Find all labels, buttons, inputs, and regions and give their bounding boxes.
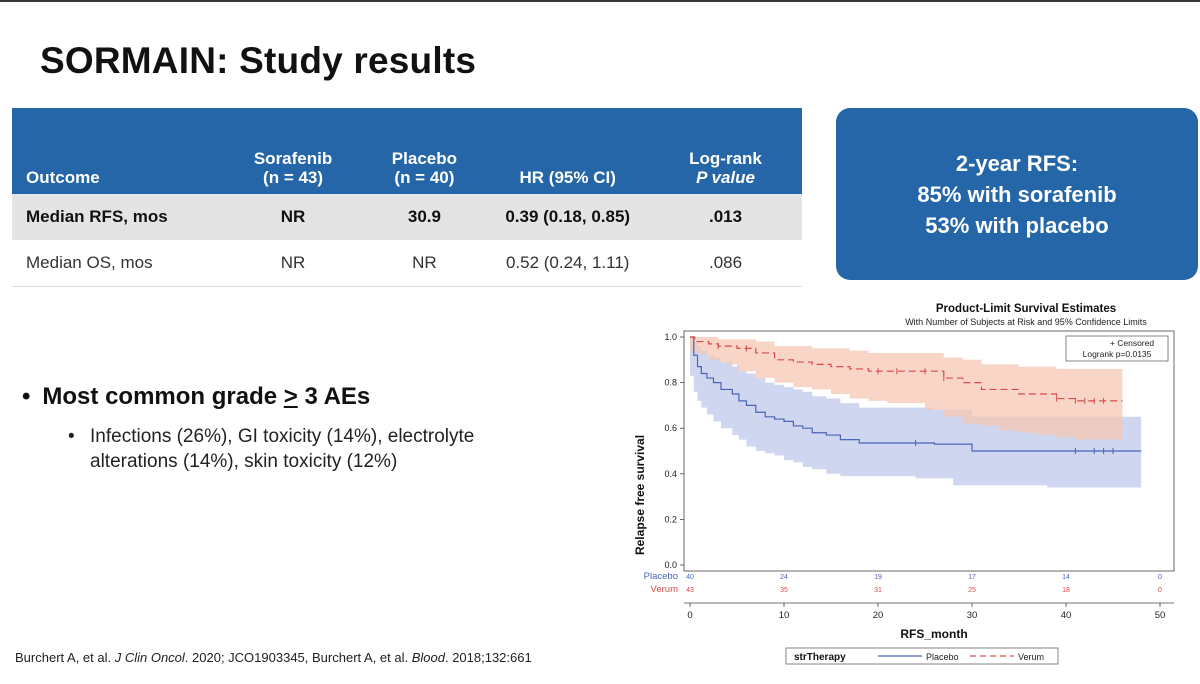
- header-label: Outcome: [26, 168, 100, 187]
- header-sublabel: (n = 43): [263, 168, 324, 187]
- citation-text: Burchert A, et al.: [15, 650, 115, 665]
- at-risk-count: 0: [1158, 587, 1162, 594]
- cell-outcome: Median RFS, mos: [12, 194, 224, 240]
- callout-line: 85% with sorafenib: [917, 181, 1117, 207]
- at-risk-count: 35: [780, 587, 788, 594]
- table-header-hr: HR (95% CI): [486, 108, 650, 194]
- y-tick-label: 0.0: [664, 560, 677, 570]
- x-tick-label: 10: [779, 610, 790, 621]
- x-tick-label: 30: [967, 610, 978, 621]
- rfs-callout-box: 2-year RFS: 85% with sorafenib 53% with …: [836, 108, 1198, 280]
- citation-text: . 2018;132:661: [444, 650, 532, 665]
- at-risk-count: 19: [874, 574, 882, 581]
- cell-sorafenib: NR: [223, 194, 363, 240]
- y-axis-label: Relapse free survival: [633, 435, 647, 555]
- y-tick-label: 0.4: [664, 469, 677, 479]
- at-risk-count: 14: [1062, 574, 1070, 581]
- chart-title: Product-Limit Survival Estimates: [936, 303, 1116, 315]
- survival-chart-svg: 0.0 0.2 0.4 0.6 0.8 1.0 0 10 20 30 40 50 Placebo 40 24…: [633, 303, 1175, 665]
- y-tick-label: 0.2: [664, 514, 677, 524]
- x-tick-label: 50: [1155, 610, 1166, 621]
- chart-subtitle: With Number of Subjects at Risk and 95% …: [905, 317, 1147, 327]
- legend-logrank: Logrank p=0.0135: [1083, 349, 1152, 359]
- cell-hr: 0.39 (0.18, 0.85): [486, 194, 650, 240]
- results-table: Outcome Sorafenib (n = 43) Placebo (n = 40…: [12, 108, 802, 287]
- page-title: SORMAIN: Study results: [40, 40, 477, 81]
- cell-hr: 0.52 (0.24, 1.11): [486, 240, 650, 287]
- citation-text: . 2020; JCO1903345, Burchert A, et al.: [184, 650, 412, 665]
- bullet-text: Most common grade: [42, 383, 284, 410]
- cell-sorafenib: NR: [223, 240, 363, 287]
- at-risk-count: 18: [1062, 587, 1070, 594]
- table-header-pvalue: Log-rank P value: [649, 108, 802, 194]
- y-tick-label: 0.6: [664, 423, 677, 433]
- citation-journal: Blood: [411, 650, 445, 665]
- header-label: Log-rank: [689, 149, 762, 168]
- callout-line: 53% with placebo: [925, 212, 1109, 238]
- table-row: Median OS, mos NR NR 0.52 (0.24, 1.11) .…: [12, 240, 802, 287]
- header-label: Placebo: [391, 149, 457, 168]
- x-tick-label: 40: [1061, 610, 1072, 621]
- table-header-row: Outcome Sorafenib (n = 43) Placebo (n = 40…: [12, 108, 802, 194]
- at-risk-count: 40: [686, 574, 694, 581]
- x-tick-label: 0: [687, 610, 692, 621]
- header-sublabel: (n = 40): [394, 168, 455, 187]
- at-risk-count: 31: [874, 587, 882, 594]
- at-risk-count: 24: [780, 574, 788, 581]
- citation-journal: J Clin Oncol: [114, 650, 185, 665]
- verum-survival-line: [690, 336, 1123, 402]
- cell-outcome: Median OS, mos: [12, 240, 224, 287]
- citation: Burchert A, et al. J Clin Oncol. 2020; J…: [15, 650, 532, 665]
- y-tick-label: 0.8: [664, 378, 677, 388]
- legend-box-frame: [1065, 335, 1169, 362]
- bullet-main: • Most common grade > 3 AEs: [22, 383, 370, 411]
- bottom-legend: strTherapy Placebo Verum: [785, 647, 1059, 665]
- plot-frame: [683, 330, 1175, 572]
- header-label: HR (95% CI): [519, 168, 616, 187]
- at-risk-count: 17: [968, 574, 976, 581]
- table-header-placebo: Placebo (n = 40): [362, 108, 487, 194]
- table-header-sorafenib: Sorafenib (n = 43): [223, 108, 363, 194]
- bullet-dot-icon: •: [68, 426, 75, 447]
- bullet-text: 3 AEs: [297, 383, 371, 410]
- table-row: Median RFS, mos NR 30.9 0.39 (0.18, 0.85…: [12, 194, 802, 240]
- y-tick-label: 1.0: [664, 332, 677, 342]
- legend-title: strTherapy: [794, 652, 846, 663]
- at-risk-verum-label: Verum: [651, 584, 679, 595]
- cell-pvalue: .013: [649, 194, 802, 240]
- legend-verum-label: Verum: [1018, 652, 1044, 662]
- x-axis-label: RFS_month: [900, 627, 967, 641]
- legend-censored: + Censored: [1110, 338, 1154, 348]
- placebo-survival-line: [690, 336, 1142, 452]
- survival-chart: 0.0 0.2 0.4 0.6 0.8 1.0 0 10 20 30 40 50 Placebo 40 24…: [620, 295, 1180, 675]
- at-risk-count: 25: [968, 587, 976, 594]
- header-sublabel: P value: [696, 168, 755, 187]
- bullet-sub-text: Infections (26%), GI toxicity (14%), ele…: [90, 426, 475, 472]
- cell-placebo: NR: [362, 240, 487, 287]
- legend-placebo-label: Placebo: [926, 652, 959, 662]
- bullet-symbol: >: [283, 383, 298, 410]
- placebo-confidence-band: [690, 337, 1142, 488]
- cell-placebo: 30.9: [362, 194, 487, 240]
- bullet-sub: • Infections (26%), GI toxicity (14%), e…: [68, 424, 538, 474]
- header-label: Sorafenib: [253, 149, 333, 168]
- cell-pvalue: .086: [649, 240, 802, 287]
- x-tick-label: 20: [873, 610, 884, 621]
- at-risk-placebo-label: Placebo: [644, 571, 678, 582]
- callout-line: 2-year RFS:: [955, 150, 1079, 176]
- at-risk-count: 0: [1158, 574, 1162, 581]
- top-border: [0, 0, 1200, 2]
- bullet-dot-icon: •: [22, 383, 31, 410]
- legend-box: + Censored Logrank p=0.0135: [1065, 335, 1169, 362]
- table-header-outcome: Outcome: [12, 108, 224, 194]
- at-risk-count: 43: [686, 587, 694, 594]
